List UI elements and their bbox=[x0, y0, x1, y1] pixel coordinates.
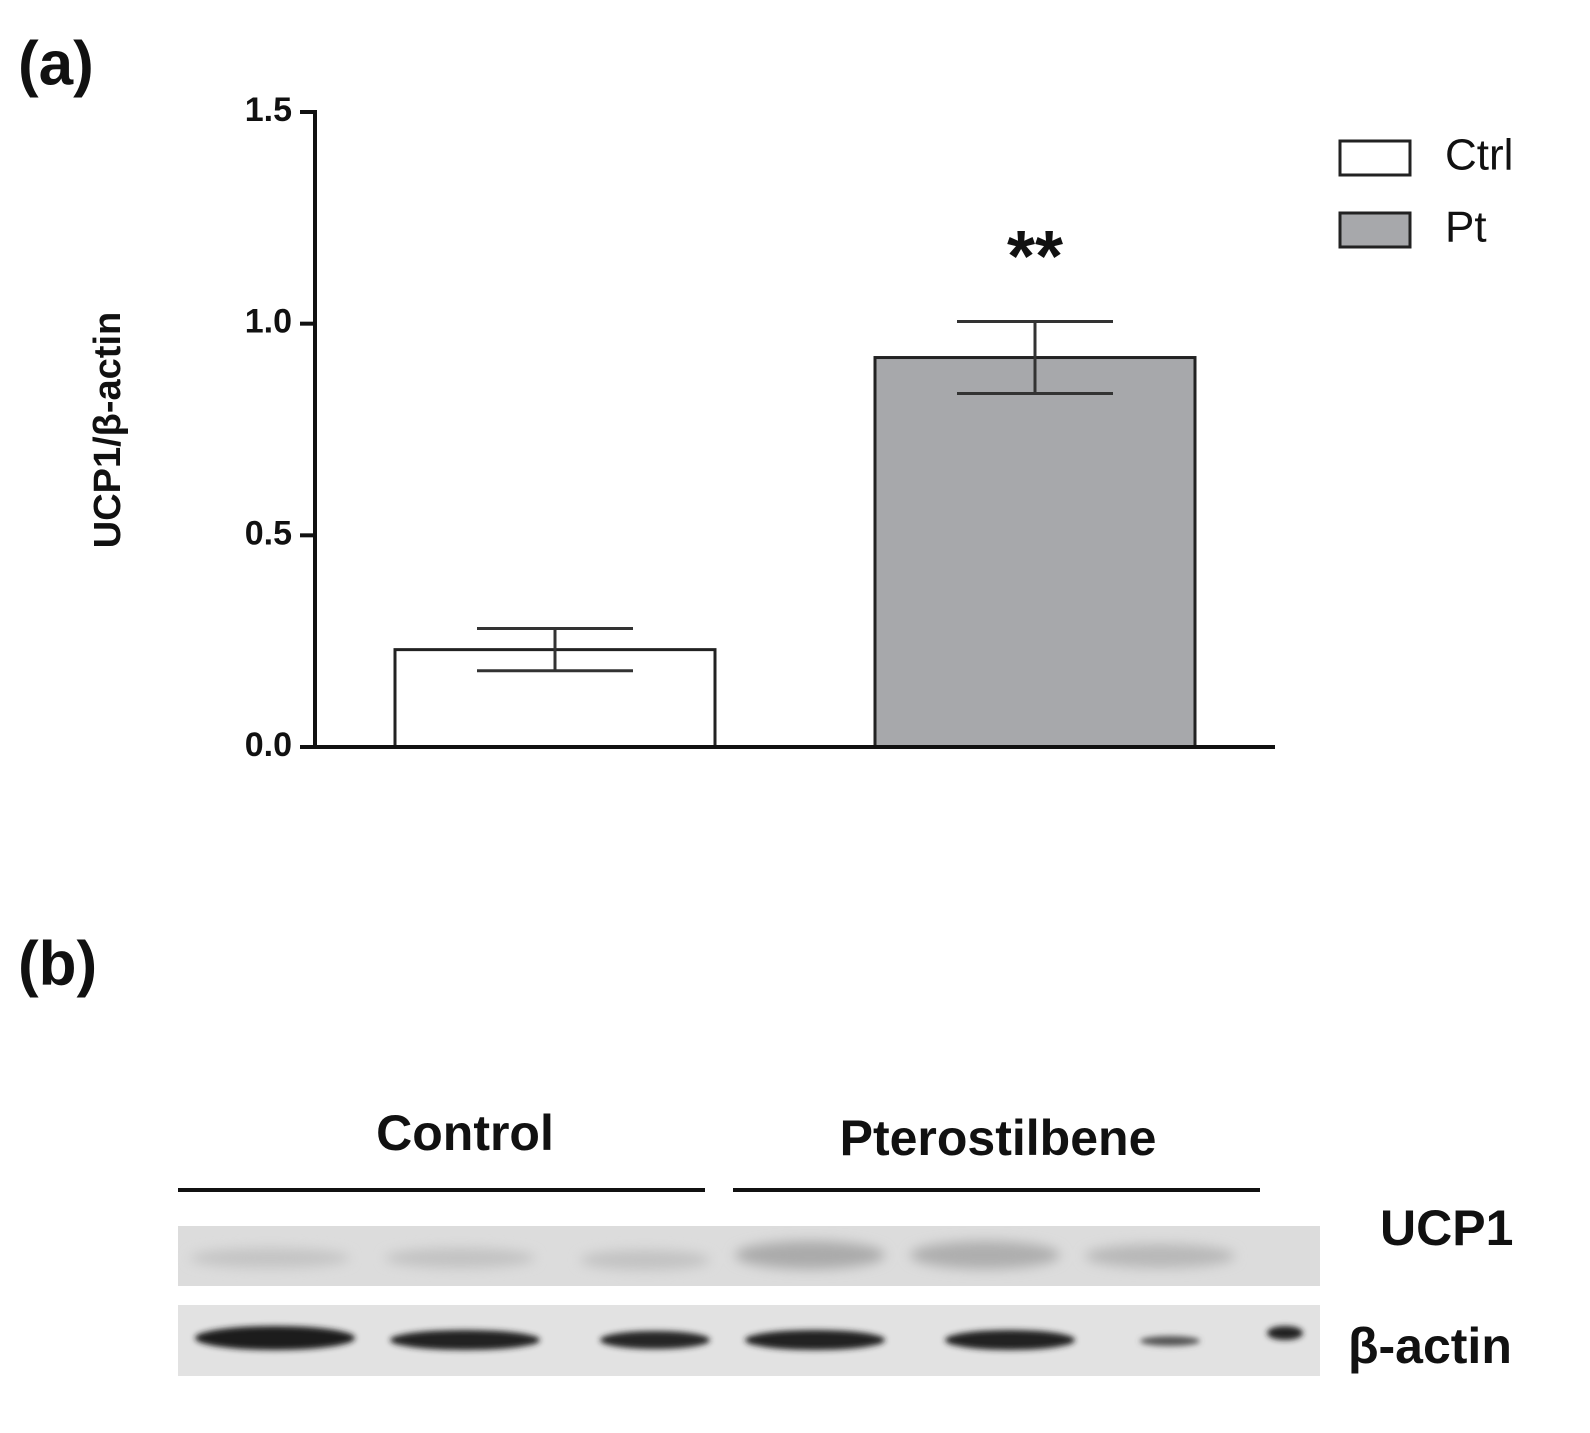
y-tick-label: 1.0 bbox=[245, 303, 292, 341]
y-axis-label: UCP1/β-actin bbox=[87, 312, 129, 548]
row-label: UCP1 bbox=[1380, 1200, 1513, 1256]
annotation: ** bbox=[1007, 217, 1063, 297]
y-tick-label: 0.5 bbox=[245, 514, 292, 552]
row-label: β-actin bbox=[1348, 1318, 1512, 1374]
western-blot: Control Pterostilbene UCP1 β-actin bbox=[178, 1105, 1513, 1376]
panel-label: (b) bbox=[18, 929, 97, 998]
panel-label: (a) bbox=[18, 29, 94, 98]
bands bbox=[190, 1241, 1235, 1270]
legend-label: Ctrl bbox=[1445, 131, 1513, 180]
legend-label: Pt bbox=[1445, 203, 1487, 252]
bar bbox=[873, 356, 1197, 749]
y-tick-label: 0.0 bbox=[245, 726, 292, 764]
legend-swatch bbox=[1338, 211, 1412, 249]
group-label: Control bbox=[376, 1105, 554, 1161]
group-label: Pterostilbene bbox=[840, 1110, 1157, 1166]
y-tick-label: 1.5 bbox=[245, 91, 292, 129]
bands bbox=[195, 1326, 1303, 1350]
legend-swatch bbox=[1338, 139, 1412, 177]
